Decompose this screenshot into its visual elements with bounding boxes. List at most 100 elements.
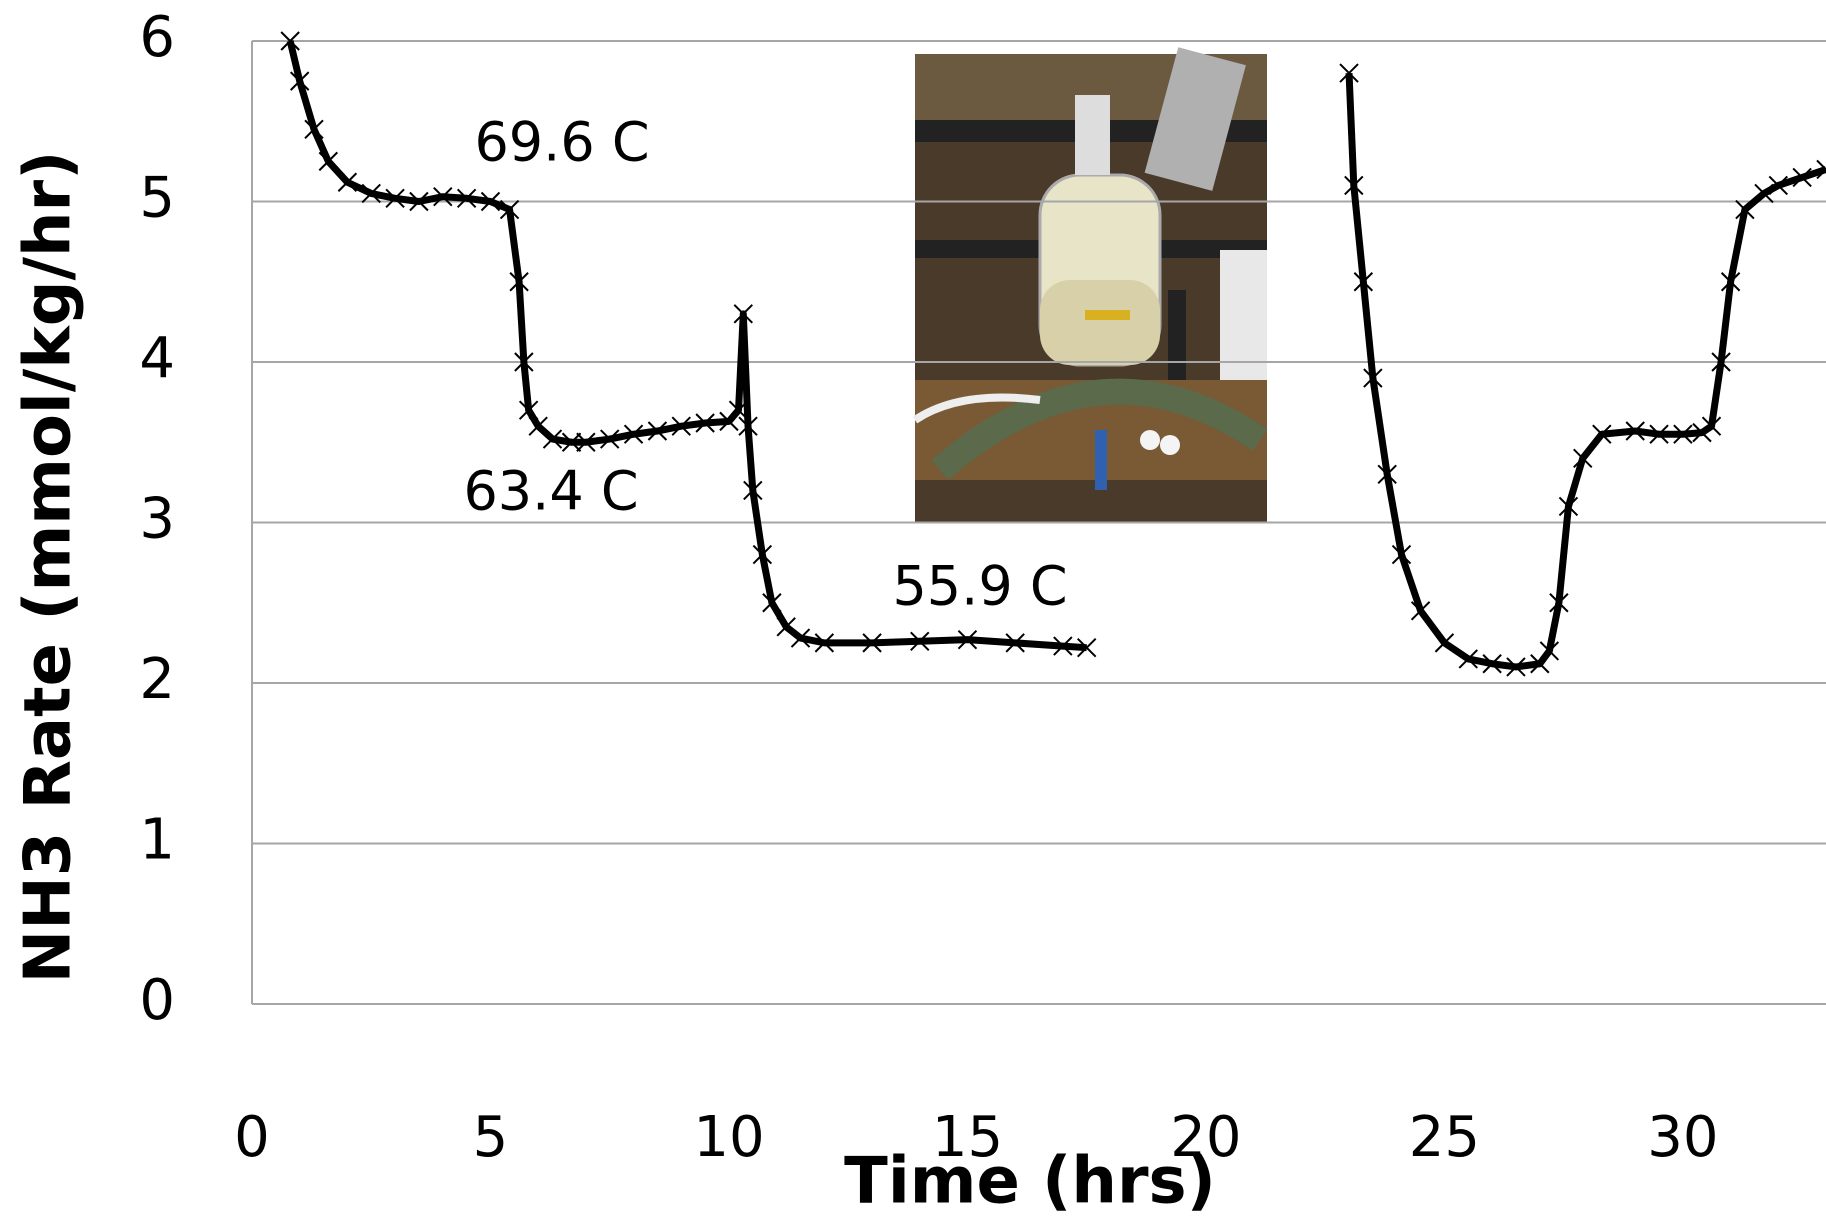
marker [743, 480, 763, 501]
marker [671, 416, 691, 436]
marker [518, 400, 539, 420]
marker [1482, 654, 1502, 674]
marker [647, 421, 668, 441]
marker [733, 304, 753, 324]
marker [1592, 424, 1612, 444]
marker [1344, 175, 1364, 196]
photo-cable [912, 393, 1041, 424]
photo-knob [1160, 435, 1180, 455]
marker [1353, 272, 1374, 292]
x-tick-label: 10 [693, 1105, 764, 1170]
marker [719, 411, 739, 432]
marker [509, 272, 529, 292]
marker [738, 416, 758, 436]
marker [1701, 416, 1722, 436]
marker [280, 31, 300, 51]
marker [385, 188, 405, 208]
marker [814, 633, 835, 653]
marker [542, 429, 563, 449]
x-tick-label: 0 [234, 1105, 270, 1170]
marker [433, 186, 453, 207]
marker [910, 631, 930, 651]
marker [499, 199, 520, 220]
marker [409, 191, 429, 212]
y-tick-label: 6 [139, 5, 175, 70]
y-tick-label: 2 [139, 647, 175, 712]
y-tick-label: 1 [139, 808, 175, 873]
photo-probe [1168, 290, 1186, 380]
annotation: 69.6 C [474, 111, 649, 174]
marker [623, 424, 644, 444]
photo-valve [1095, 430, 1107, 490]
marker [1458, 649, 1478, 669]
x-tick-label: 15 [932, 1105, 1003, 1170]
marker [1816, 159, 1826, 180]
photo-inset [912, 47, 1268, 523]
marker [561, 432, 582, 452]
marker [1792, 167, 1812, 188]
marker [514, 352, 534, 372]
marker [1692, 422, 1712, 443]
marker [1549, 593, 1569, 613]
photo-fitting [1075, 95, 1110, 175]
marker [728, 400, 749, 420]
marker [456, 188, 477, 208]
marker [1558, 496, 1579, 517]
marker [1391, 544, 1412, 565]
marker [1625, 421, 1645, 441]
marker [1005, 633, 1025, 653]
marker [600, 429, 620, 449]
x-tick-label: 30 [1647, 1105, 1718, 1170]
photo-label [1085, 310, 1130, 320]
marker [304, 119, 324, 139]
marker [1649, 424, 1669, 444]
marker [1573, 448, 1593, 469]
marker [1735, 199, 1755, 220]
marker [1506, 657, 1526, 677]
marker [1410, 601, 1431, 621]
marker [528, 416, 548, 436]
marker [1076, 637, 1097, 658]
marker [862, 633, 882, 653]
photo-liquid [1040, 280, 1160, 365]
x-tick-label: 5 [473, 1105, 509, 1170]
marker [790, 628, 811, 648]
marker [752, 544, 773, 565]
marker [318, 151, 339, 172]
x-tick-label: 25 [1409, 1105, 1480, 1170]
marker [695, 413, 715, 433]
marker [361, 183, 381, 204]
marker [1377, 464, 1397, 485]
marker [1754, 183, 1774, 204]
marker [480, 191, 501, 212]
marker [289, 71, 310, 91]
marker [1673, 424, 1693, 444]
series [280, 31, 1826, 677]
marker [1711, 352, 1731, 372]
marker [776, 617, 796, 637]
marker [957, 629, 978, 650]
marker [1339, 63, 1359, 83]
y-tick-label: 5 [139, 166, 175, 231]
marker [1363, 368, 1383, 388]
marker [1768, 175, 1789, 196]
marker [1539, 641, 1560, 661]
marker [337, 172, 358, 192]
plot: 0 1 2 3 4 5 6 0 5 10 15 20 25 30 [139, 5, 1826, 1170]
y-axis-title: NH3 Rate (mmol/kg/hr) [12, 151, 86, 984]
y-tick-label: 3 [139, 487, 175, 552]
annotation: 55.9 C [892, 555, 1067, 618]
annotation: 63.4 C [463, 460, 638, 523]
marker [576, 432, 596, 452]
marker [1530, 654, 1550, 674]
x-axis-title: Time (hrs) [844, 1145, 1216, 1219]
y-tick-label: 4 [139, 326, 175, 391]
photo-tube [931, 378, 1268, 480]
marker [1720, 272, 1741, 292]
photo-foil [1144, 47, 1246, 191]
y-tick-label: 0 [139, 968, 175, 1033]
marker [1053, 636, 1073, 656]
marker [1434, 633, 1455, 653]
photo-knob [1140, 430, 1160, 450]
